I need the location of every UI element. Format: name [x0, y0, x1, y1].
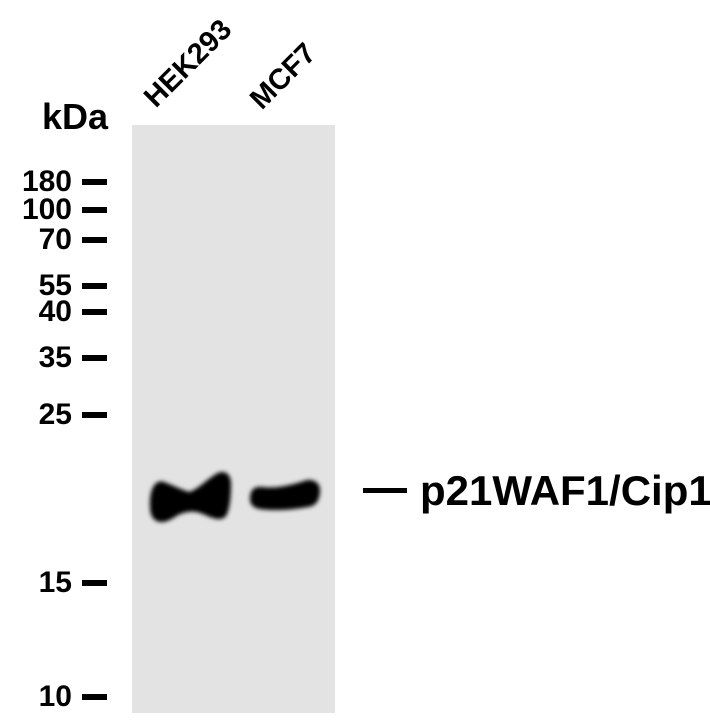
kda-unit-label: kDa: [41, 96, 108, 137]
marker-tick: [82, 694, 107, 700]
marker-label: 70: [38, 223, 72, 256]
marker-tick: [82, 179, 107, 185]
marker-tick: [82, 237, 107, 243]
marker-tick: [82, 412, 107, 418]
marker-row-100: 100: [0, 194, 107, 226]
lane-label-hek293: HEK293: [138, 13, 239, 114]
band-mcf7: [250, 480, 320, 511]
marker-row-10: 10: [0, 681, 107, 713]
marker-label: 35: [38, 341, 72, 374]
marker-tick: [82, 355, 107, 361]
marker-label: 40: [38, 295, 72, 328]
marker-row-180: 180: [0, 166, 107, 198]
marker-row-15: 15: [0, 567, 107, 599]
marker-label: 25: [38, 398, 72, 431]
marker-row-25: 25: [0, 399, 107, 431]
band-hek293: [150, 472, 231, 523]
blot-membrane: [132, 125, 335, 713]
marker-label: 100: [21, 193, 72, 226]
marker-row-55: 55: [0, 270, 107, 302]
marker-tick: [82, 283, 107, 289]
marker-row-70: 70: [0, 224, 107, 256]
annotation-label: p21WAF1/Cip1: [420, 467, 710, 514]
marker-label: 15: [38, 566, 72, 599]
marker-label: 55: [38, 269, 72, 302]
annotation-pointer-line: [363, 488, 407, 493]
marker-tick: [82, 580, 107, 586]
band-canvas: [150, 472, 320, 523]
lane-label-mcf7: MCF7: [244, 37, 323, 116]
marker-label: 180: [21, 165, 72, 198]
marker-row-40: 40: [0, 296, 107, 328]
marker-label: 10: [38, 680, 72, 713]
marker-tick: [82, 309, 107, 315]
marker-row-35: 35: [0, 342, 107, 374]
marker-tick: [82, 207, 107, 213]
